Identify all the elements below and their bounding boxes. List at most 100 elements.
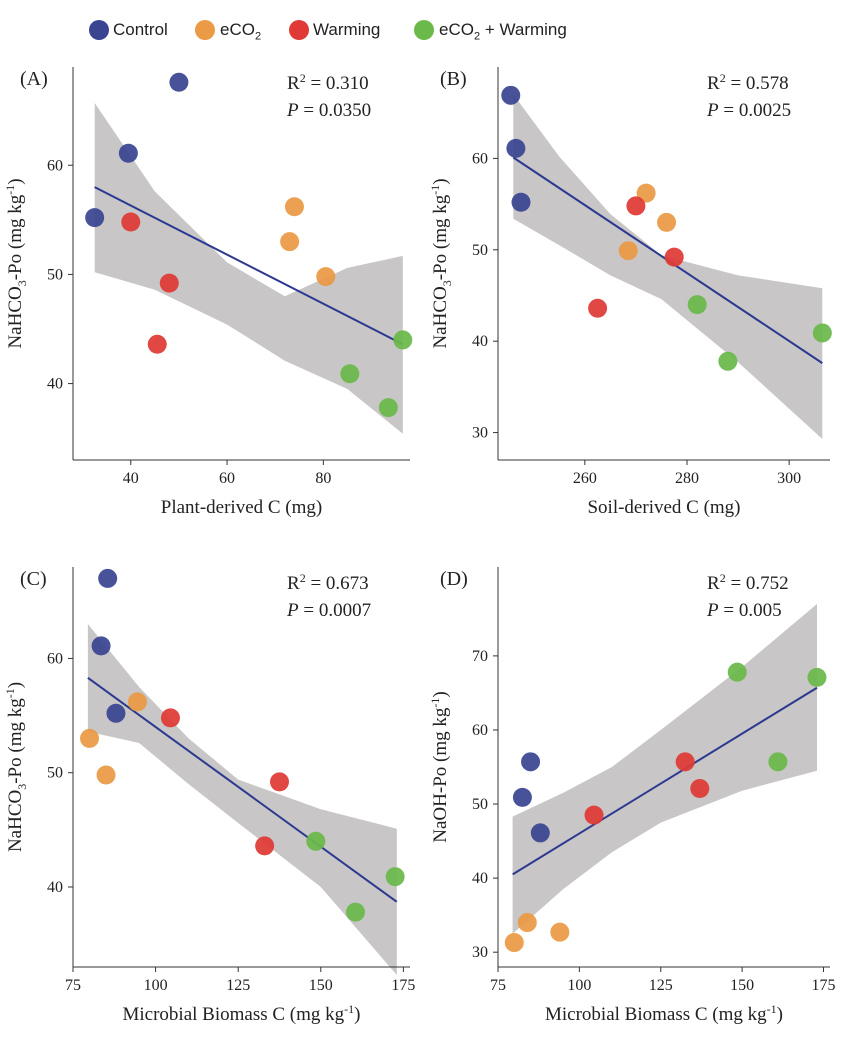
legend-eco2-warming-marker — [414, 20, 434, 40]
data-point-warming — [159, 273, 179, 293]
data-point-eco2 — [127, 692, 147, 712]
data-point-eco2w — [727, 662, 747, 682]
legend-warming-label: Warming — [313, 20, 381, 39]
panel-label: (D) — [440, 568, 468, 590]
data-point-warming — [121, 212, 141, 232]
confidence-band — [512, 604, 817, 934]
y-tick-label: 40 — [472, 870, 488, 887]
y-tick-label: 30 — [472, 425, 488, 442]
legend-warming-marker — [289, 20, 309, 40]
data-point-eco2w — [812, 323, 832, 343]
y-axis-title: NaOH-Po (mg kg-1) — [428, 691, 451, 842]
data-point-control — [511, 192, 531, 212]
data-point-eco2w — [807, 667, 827, 687]
p-value-text: P = 0.0007 — [286, 600, 371, 621]
chart-panel-a: 40 50 60 40 60 80 Plant-derived C (mg) NaHCO3-P… — [3, 67, 413, 518]
panel-label: (B) — [440, 68, 467, 90]
data-point-eco2 — [657, 212, 677, 232]
legend-eco2-marker — [195, 20, 215, 40]
x-tick-label: 100 — [567, 977, 591, 994]
data-point-warming — [626, 196, 646, 216]
y-tick-label: 60 — [47, 157, 63, 174]
data-point-eco2 — [96, 765, 116, 785]
y-axis-title: NaHCO3-Po (mg kg-1) — [3, 178, 29, 348]
chart-panel-b: 30 40 50 60 260 280 300 Soil-derived C (mg) NaHC… — [428, 67, 832, 518]
data-point-eco2 — [618, 241, 638, 261]
y-tick-label: 60 — [472, 150, 488, 167]
y-axis-title: NaHCO3-Po (mg kg-1) — [428, 178, 454, 348]
data-point-eco2w — [340, 364, 360, 384]
legend-eco2-label: eCO2 — [220, 20, 262, 43]
p-value-text: P = 0.0350 — [286, 100, 371, 121]
legend: Control eCO2 Warming eCO2 + Warming — [0, 0, 841, 60]
data-point-eco2w — [306, 831, 326, 851]
data-point-control — [506, 138, 526, 158]
data-point-control — [512, 787, 532, 807]
data-point-eco2 — [550, 922, 570, 942]
y-tick-label: 50 — [472, 242, 488, 259]
y-tick-label: 40 — [47, 376, 63, 393]
x-axis-title: Microbial Biomass C (mg kg-1) — [123, 1002, 361, 1025]
x-tick-label: 40 — [123, 470, 139, 487]
data-point-warming — [675, 752, 695, 772]
p-value-text: P = 0.005 — [706, 600, 782, 621]
regression-line — [512, 686, 818, 876]
legend-control-label: Control — [113, 20, 168, 39]
x-tick-label: 100 — [144, 977, 168, 994]
x-tick-label: 280 — [675, 470, 699, 487]
y-tick-label: 30 — [472, 944, 488, 961]
data-point-control — [91, 636, 111, 656]
y-tick-label: 70 — [472, 648, 488, 665]
confidence-band — [513, 94, 823, 440]
r-squared-text: R2 = 0.673 — [287, 571, 369, 594]
data-point-control — [169, 72, 189, 92]
x-tick-label: 125 — [649, 977, 673, 994]
data-point-eco2 — [504, 933, 524, 953]
x-tick-label: 75 — [490, 977, 506, 994]
r-squared-text: R2 = 0.752 — [707, 571, 789, 594]
regression-line — [87, 677, 398, 903]
x-axis-title: Microbial Biomass C (mg kg-1) — [545, 1002, 783, 1025]
legend-control-marker — [89, 20, 109, 40]
x-tick-label: 60 — [219, 470, 235, 487]
r-squared-text: R2 = 0.310 — [287, 71, 369, 94]
confidence-band — [94, 103, 403, 434]
data-point-eco2w — [385, 867, 405, 887]
regression-line — [94, 186, 404, 346]
panel-label: (A) — [20, 68, 48, 90]
data-point-eco2 — [80, 728, 100, 748]
y-axis-title: NaHCO3-Po (mg kg-1) — [3, 682, 29, 852]
data-point-eco2 — [636, 183, 656, 203]
data-point-warming — [147, 334, 167, 354]
x-tick-label: 260 — [573, 470, 597, 487]
data-point-control — [521, 752, 541, 772]
data-point-warming — [160, 708, 180, 728]
data-point-warming — [584, 805, 604, 825]
x-axis-title: Soil-derived C (mg) — [587, 497, 740, 518]
data-point-eco2w — [687, 295, 707, 315]
data-point-warming — [269, 772, 289, 792]
data-point-eco2w — [378, 398, 398, 418]
y-tick-label: 60 — [47, 650, 63, 667]
data-point-control — [98, 568, 118, 588]
chart-panel-d: 30 40 50 60 70 75 100 125 150 175 Microbial Biomas… — [428, 567, 835, 1025]
chart-panel-c: 40 50 60 75 100 125 150 175 Microbial Biomass C … — [3, 567, 415, 1025]
x-tick-label: 175 — [391, 977, 415, 994]
data-point-control — [106, 703, 126, 723]
x-tick-label: 150 — [309, 977, 333, 994]
y-tick-label: 60 — [472, 722, 488, 739]
x-tick-label: 150 — [730, 977, 754, 994]
data-point-eco2w — [345, 902, 365, 922]
data-point-control — [118, 143, 138, 163]
panel-label: (C) — [20, 568, 47, 590]
confidence-band — [87, 624, 397, 975]
data-point-eco2 — [316, 267, 336, 287]
data-point-eco2 — [517, 913, 537, 933]
legend-eco2-warming-label: eCO2 + Warming — [439, 20, 567, 43]
x-axis-title: Plant-derived C (mg) — [161, 497, 322, 518]
x-tick-label: 80 — [315, 470, 331, 487]
p-value-text: P = 0.0025 — [706, 100, 791, 121]
data-point-warming — [664, 247, 684, 267]
x-tick-label: 300 — [777, 470, 801, 487]
x-tick-label: 125 — [226, 977, 250, 994]
